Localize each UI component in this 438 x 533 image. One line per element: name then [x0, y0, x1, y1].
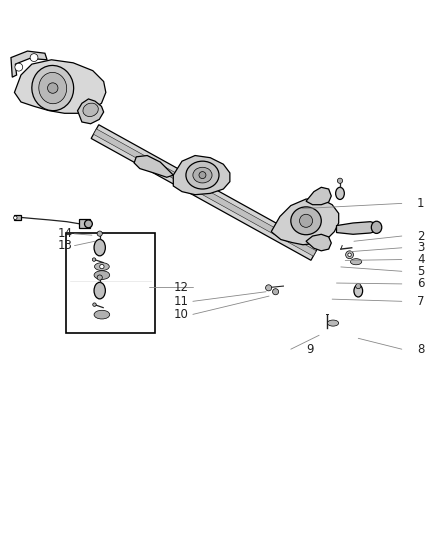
Ellipse shape — [327, 320, 339, 326]
Bar — [14, 215, 21, 220]
Ellipse shape — [94, 310, 110, 319]
Polygon shape — [271, 199, 339, 245]
Text: 11: 11 — [173, 295, 188, 308]
Polygon shape — [14, 60, 106, 114]
Circle shape — [337, 178, 343, 183]
Ellipse shape — [32, 66, 74, 111]
Ellipse shape — [83, 103, 98, 117]
Polygon shape — [78, 99, 104, 124]
Text: 13: 13 — [58, 239, 73, 252]
Text: 1: 1 — [417, 197, 424, 210]
Ellipse shape — [94, 271, 110, 279]
Text: 6: 6 — [417, 277, 424, 290]
Circle shape — [272, 289, 279, 295]
Ellipse shape — [193, 167, 212, 183]
Circle shape — [85, 220, 92, 228]
Ellipse shape — [350, 259, 362, 265]
Circle shape — [30, 54, 38, 61]
Circle shape — [15, 63, 23, 71]
Bar — [79, 220, 90, 228]
Circle shape — [93, 303, 96, 306]
Polygon shape — [173, 156, 230, 195]
Polygon shape — [306, 187, 331, 205]
Ellipse shape — [94, 239, 106, 256]
Text: 12: 12 — [173, 281, 188, 294]
Text: 8: 8 — [417, 343, 424, 356]
Bar — [66, 232, 155, 333]
Ellipse shape — [186, 161, 219, 189]
Circle shape — [199, 172, 206, 179]
Polygon shape — [134, 156, 173, 177]
Ellipse shape — [354, 285, 363, 297]
Circle shape — [97, 231, 102, 236]
Ellipse shape — [291, 207, 321, 235]
Circle shape — [97, 275, 102, 280]
Circle shape — [348, 253, 351, 256]
Text: 9: 9 — [306, 343, 314, 356]
Text: 7: 7 — [417, 295, 424, 308]
Ellipse shape — [371, 221, 382, 233]
Circle shape — [14, 216, 17, 220]
Polygon shape — [93, 129, 316, 256]
Circle shape — [100, 264, 104, 269]
Text: 5: 5 — [417, 265, 424, 278]
Circle shape — [92, 258, 96, 261]
Text: 2: 2 — [417, 230, 424, 243]
Ellipse shape — [95, 263, 109, 271]
Circle shape — [346, 251, 353, 259]
Polygon shape — [336, 222, 380, 235]
Circle shape — [265, 285, 272, 291]
Ellipse shape — [336, 187, 344, 199]
Circle shape — [47, 83, 58, 93]
Text: 10: 10 — [173, 308, 188, 321]
Polygon shape — [91, 125, 318, 260]
Ellipse shape — [39, 72, 67, 104]
Circle shape — [300, 214, 313, 228]
Polygon shape — [11, 51, 47, 77]
Ellipse shape — [94, 282, 106, 299]
Text: 14: 14 — [58, 228, 73, 240]
Circle shape — [356, 284, 361, 289]
Text: 4: 4 — [417, 253, 424, 266]
Text: 3: 3 — [417, 241, 424, 254]
Polygon shape — [306, 235, 331, 251]
